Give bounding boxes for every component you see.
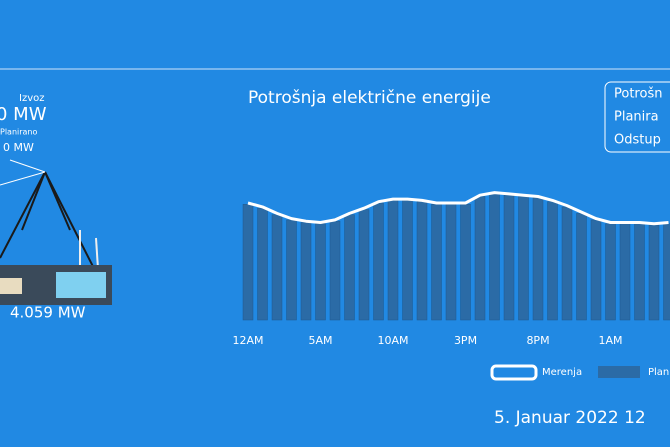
bar	[532, 197, 544, 321]
info-line: Potrošn	[614, 87, 662, 102]
bar	[431, 204, 442, 321]
bar	[619, 223, 631, 321]
bar	[590, 219, 602, 321]
x-tick-label: 10AM	[377, 334, 408, 347]
total-value: 4.059 MW	[10, 304, 86, 322]
bar	[445, 204, 457, 321]
export-value: 0 MW	[0, 104, 47, 125]
bar	[402, 200, 413, 321]
bar	[489, 193, 500, 321]
bar	[561, 206, 573, 321]
bar	[286, 219, 297, 321]
bar	[634, 223, 645, 321]
bar	[242, 204, 254, 321]
bar	[503, 194, 515, 321]
x-tick-label: 5AM	[308, 334, 332, 347]
solar-panels	[56, 272, 106, 298]
planned-label: Planirano	[0, 128, 38, 137]
planned-value: 0 MW	[3, 141, 34, 154]
export-label: Izvoz	[19, 93, 44, 104]
bar	[344, 214, 355, 321]
bar	[648, 224, 660, 321]
bar	[329, 220, 341, 321]
line	[247, 191, 669, 226]
bar	[663, 223, 670, 321]
legend-label: Merenja	[542, 367, 582, 378]
x-tick-label: 1AM	[598, 334, 622, 347]
bar	[257, 207, 268, 321]
bar	[460, 204, 471, 321]
chart-title: Potrošnja električne energije	[248, 88, 491, 108]
bar	[315, 223, 326, 321]
bar	[271, 214, 283, 321]
bar	[358, 209, 370, 321]
bar	[300, 222, 312, 321]
bar	[605, 223, 616, 321]
timestamp: 5. Januar 2022 12	[494, 408, 646, 428]
x-tick-label: 8PM	[526, 334, 549, 347]
legend-swatch	[490, 364, 538, 381]
info-line: Odstup	[614, 133, 661, 148]
info-line: Planira	[614, 110, 659, 125]
legend-swatch	[598, 366, 640, 378]
bar	[373, 202, 384, 321]
bar	[576, 213, 587, 321]
bar	[474, 196, 486, 321]
x-tick-label: 3PM	[454, 334, 477, 347]
bar	[518, 196, 529, 321]
bar	[416, 201, 428, 321]
info-box	[604, 81, 670, 153]
x-tick-label: 12AM	[232, 334, 263, 347]
bar	[387, 200, 399, 321]
building	[0, 278, 22, 294]
legend-label: Plan	[648, 367, 669, 378]
bar	[547, 201, 558, 321]
